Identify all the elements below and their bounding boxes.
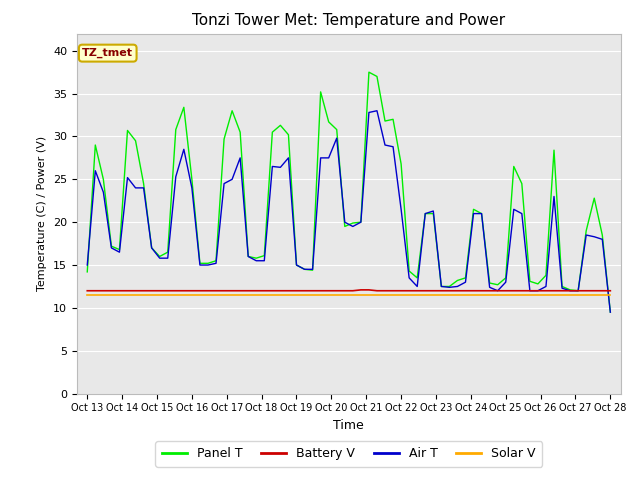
Text: TZ_tmet: TZ_tmet <box>82 48 133 58</box>
X-axis label: Time: Time <box>333 419 364 432</box>
Title: Tonzi Tower Met: Temperature and Power: Tonzi Tower Met: Temperature and Power <box>192 13 506 28</box>
Y-axis label: Temperature (C) / Power (V): Temperature (C) / Power (V) <box>37 136 47 291</box>
Legend: Panel T, Battery V, Air T, Solar V: Panel T, Battery V, Air T, Solar V <box>156 441 542 467</box>
